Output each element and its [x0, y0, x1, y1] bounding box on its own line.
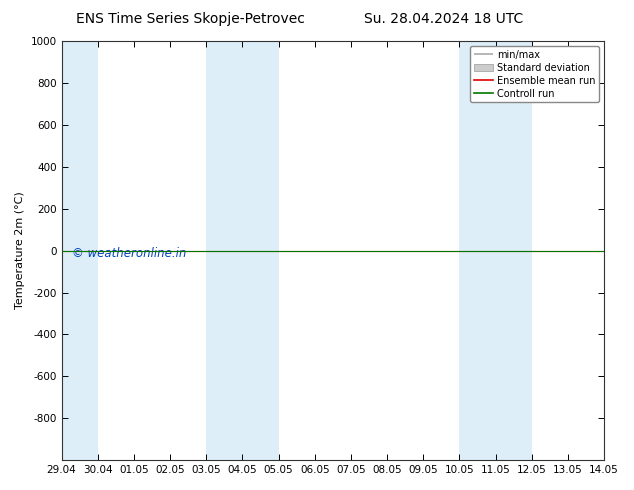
Bar: [206, 41, 242, 460]
Text: © weatheronline.in: © weatheronline.in: [72, 247, 187, 260]
Y-axis label: Temperature 2m (°C): Temperature 2m (°C): [15, 192, 25, 310]
Bar: [61, 41, 98, 460]
Text: Su. 28.04.2024 18 UTC: Su. 28.04.2024 18 UTC: [364, 12, 524, 26]
Text: ENS Time Series Skopje-Petrovec: ENS Time Series Skopje-Petrovec: [75, 12, 305, 26]
Legend: min/max, Standard deviation, Ensemble mean run, Controll run: min/max, Standard deviation, Ensemble me…: [470, 46, 599, 102]
Bar: [460, 41, 496, 460]
Bar: [242, 41, 278, 460]
Bar: [496, 41, 532, 460]
